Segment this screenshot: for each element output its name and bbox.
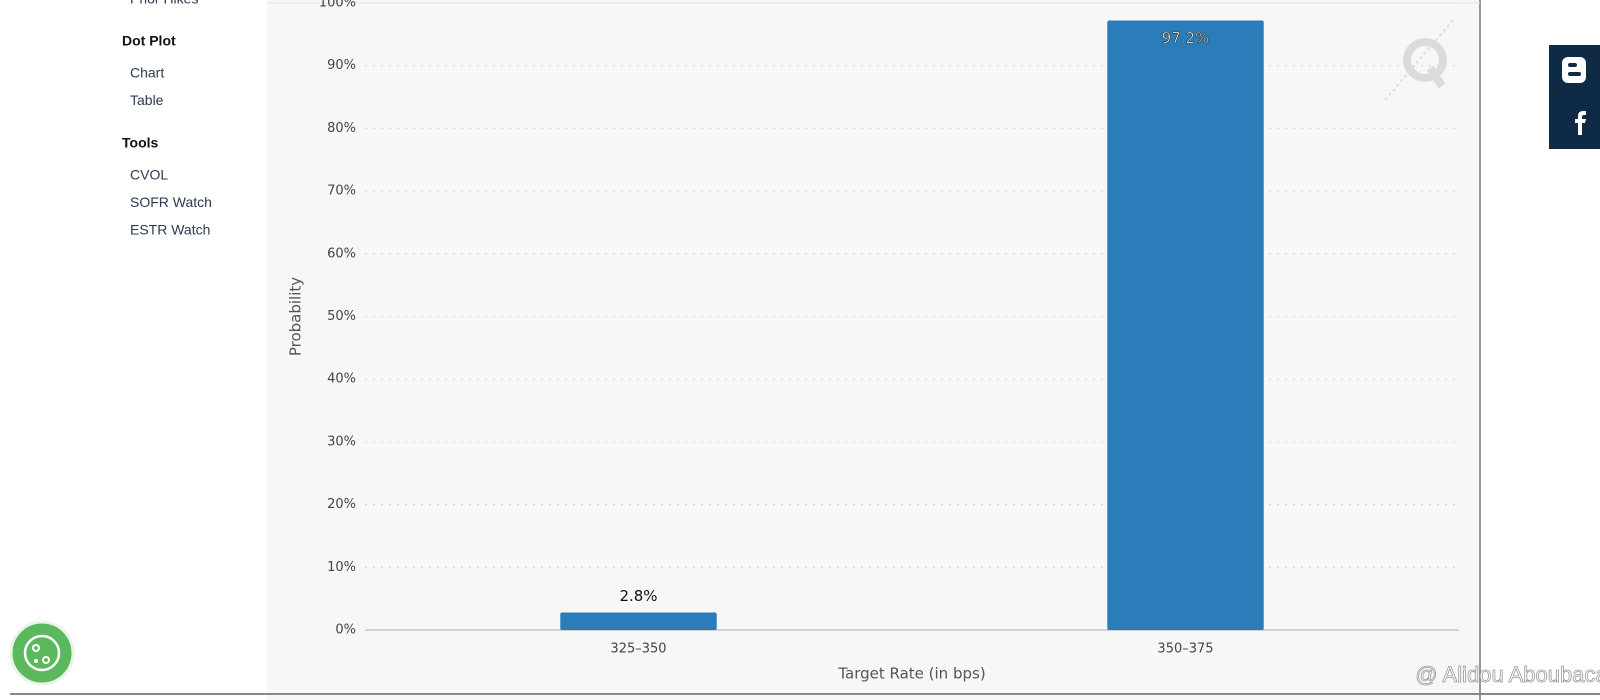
sidebar-heading: Dot Plot: [122, 33, 176, 49]
q-logo: [1384, 17, 1456, 101]
x-axis-label: Target Rate (in bps): [837, 665, 985, 683]
sidebar-link[interactable]: ESTR Watch: [130, 222, 210, 238]
chart-panel: [267, 0, 1480, 700]
y-tick-label: 20%: [327, 497, 356, 512]
sidebar-link[interactable]: Chart: [130, 65, 164, 81]
y-tick-label: 80%: [327, 121, 356, 136]
y-tick-label: 100%: [319, 0, 356, 11]
y-axis-label: Probability: [287, 277, 305, 356]
watermark: @ Alidou Aboubacar: [1415, 662, 1600, 687]
value-label: 2.8%: [619, 587, 657, 605]
y-tick-label: 30%: [327, 434, 356, 449]
bar: [560, 612, 717, 630]
x-tick-label: 325–350: [610, 642, 666, 657]
y-tick-label: 70%: [327, 184, 356, 199]
bar: [1107, 20, 1264, 630]
sidebar-link[interactable]: Table: [130, 92, 164, 108]
sidebar-link[interactable]: SOFR Watch: [130, 194, 212, 210]
y-tick-label: 40%: [327, 372, 356, 387]
sidebar-link[interactable]: CVOL: [130, 167, 168, 183]
y-tick-label: 90%: [327, 58, 356, 73]
x-tick-label: 350–375: [1157, 642, 1213, 657]
cookie-button[interactable]: [9, 620, 75, 686]
sidebar-heading: Tools: [122, 135, 159, 151]
y-tick-label: 0%: [335, 623, 356, 638]
value-label: 97.2%: [1162, 29, 1210, 47]
sidebar-link[interactable]: Prior Hikes: [130, 0, 198, 7]
facebook-icon[interactable]: [1575, 111, 1586, 135]
y-tick-label: 50%: [327, 309, 356, 324]
y-tick-label: 10%: [327, 560, 356, 575]
social-bar: [1549, 45, 1600, 149]
blogger-icon[interactable]: [1562, 57, 1586, 83]
y-tick-label: 60%: [327, 246, 356, 261]
